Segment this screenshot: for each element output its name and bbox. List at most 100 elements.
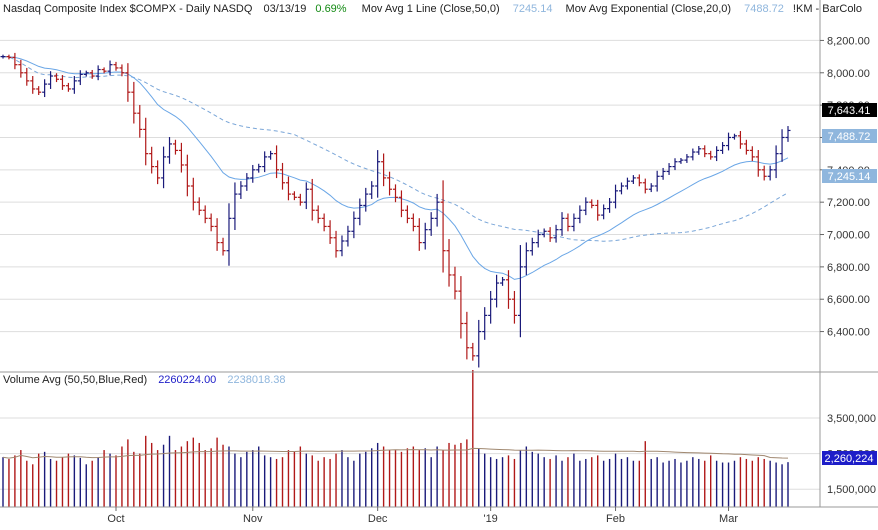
ohlc-bar [446,239,452,287]
ohlc-bar [172,139,178,155]
ohlc-bar [297,193,303,206]
ohlc-bar [178,142,184,173]
time-tick-label: Nov [243,513,263,525]
ohlc-bar [630,175,636,184]
ohlc-bar [749,146,755,162]
ohlc-bar [214,218,220,251]
ohlc-bar [71,76,77,94]
ohlc-bar [113,61,119,71]
ohlc-bar [660,167,666,180]
ohlc-bar [393,184,398,203]
ohlc-bar [714,146,720,162]
ohlc-bar [511,290,517,324]
ohlc-bar [155,160,161,185]
ohlc-bar [36,86,42,96]
ohlc-bar [416,218,422,251]
ohlc-bar [65,82,71,92]
ohlc-bar [690,148,696,161]
ohlc-bar [624,177,630,190]
sma-badge: 7,245.14 [822,169,877,183]
ohlc-bar [476,319,482,368]
ohlc-bar [559,212,565,236]
ohlc-bar [470,342,476,361]
ohlc-bar [523,242,529,276]
ohlc-bar [59,75,65,90]
ohlc-bar [773,145,779,179]
ohlc-bar [232,182,238,230]
ohlc-bar [654,170,660,192]
sma-line [2,56,789,242]
ohlc-bar [613,184,619,209]
ohlc-bar [95,65,101,81]
ohlc-bar [517,245,523,338]
ohlc-bar [779,129,785,162]
close-badge: 7,643.41 [822,103,877,117]
ohlc-bar [535,229,541,248]
ohlc-bar [410,213,416,232]
ohlc-bar [482,307,488,340]
ohlc-bar [672,158,678,171]
ohlc-bar [767,165,773,181]
ohlc-bar [458,276,464,339]
ohlc-bar [149,146,155,174]
volume-avg-line [2,447,789,459]
ohlc-bar [464,311,470,360]
ohlc-bar [737,131,743,149]
price-tick-label: 8,200.00 [827,35,870,47]
ohlc-bar [595,199,601,221]
ohlc-bar [404,205,410,224]
ohlc-bar [369,181,375,199]
ohlc-bar [137,104,143,138]
ohlc-bar [601,204,607,220]
ohlc-bar [375,150,381,198]
ohlc-bar [381,153,387,187]
ohlc-bar [274,145,280,179]
ohlc-bar [678,157,684,164]
svg-text:2,260,224: 2,260,224 [825,453,874,465]
ohlc-bar [636,174,642,187]
ohlc-bar [488,290,494,324]
volume-tick-label: 1,500,000 [827,484,876,496]
ema-badge: 7,488.72 [822,129,877,143]
ohlc-bar [345,225,351,247]
ohlc-bar [708,150,714,160]
ohlc-bar [642,178,648,194]
ohlc-bar [553,224,559,243]
ohlc-bar [743,139,749,155]
ohlc-bar [618,182,624,195]
ohlc-bar [428,212,434,236]
ohlc-bar [83,70,89,77]
ohlc-bar [333,230,339,258]
ohlc-bar [303,182,309,210]
ohlc-bar [666,163,672,175]
ohlc-bar [161,146,167,189]
time-tick-label: Feb [606,513,625,525]
price-tick-label: 6,600.00 [827,294,870,306]
price-tick-label: 6,800.00 [827,262,870,274]
ohlc-bar [577,205,583,224]
ohlc-bar [250,164,256,183]
ohlc-bar [571,213,577,232]
ohlc-bar [268,150,274,160]
ohlc-bar [589,199,595,209]
ohlc-bar [440,180,446,273]
price-tick-label: 6,400.00 [827,327,870,339]
ohlc-bar [184,154,190,197]
time-axis: Oct Nov Dec '19 Feb Mar [107,507,738,525]
price-grid [0,39,820,333]
ohlc-bar [500,276,506,286]
ohlc-bar [422,222,428,250]
time-tick-label: Mar [719,513,738,525]
time-tick-label: Oct [107,513,124,525]
ohlc-bar [761,165,767,181]
ohlc-bar [607,198,613,213]
ohlc-bar [125,63,131,102]
ohlc-bar [0,54,6,59]
ohlc-bar [77,70,83,86]
ohlc-bar [702,145,708,158]
price-tick-label: 7,200.00 [827,197,870,209]
ohlc-bar [452,266,458,300]
price-tick-label: 8,000.00 [827,68,870,80]
